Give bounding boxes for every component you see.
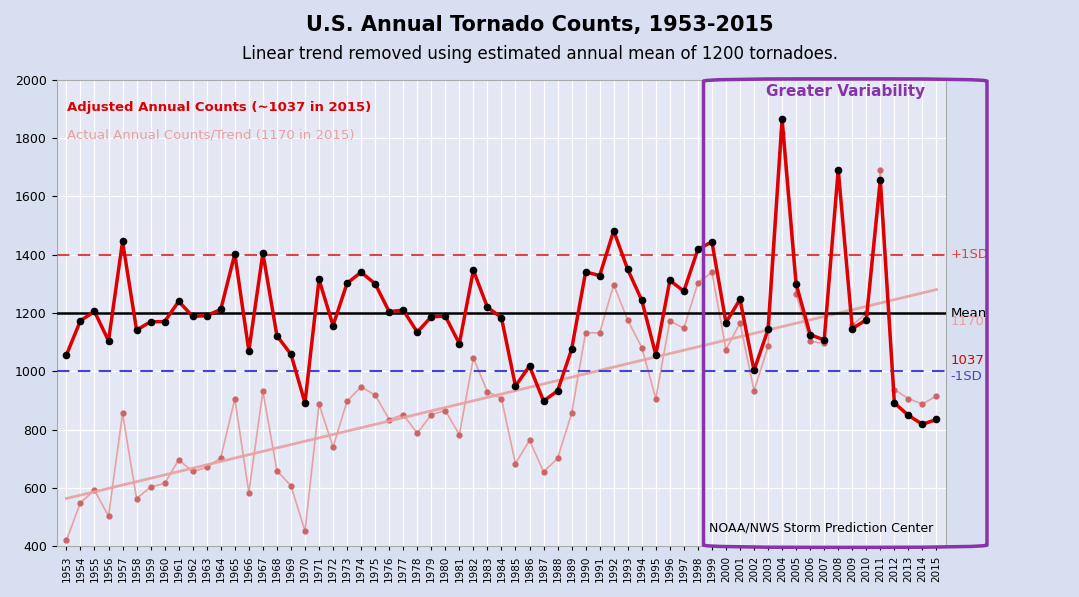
Text: +1SD: +1SD — [951, 248, 988, 261]
Text: NOAA/NWS Storm Prediction Center: NOAA/NWS Storm Prediction Center — [709, 522, 933, 535]
Text: Greater Variability: Greater Variability — [766, 84, 925, 99]
Text: Mean: Mean — [951, 307, 987, 319]
Text: Adjusted Annual Counts (~1037 in 2015): Adjusted Annual Counts (~1037 in 2015) — [67, 101, 371, 113]
Text: Actual Annual Counts/Trend (1170 in 2015): Actual Annual Counts/Trend (1170 in 2015… — [67, 129, 355, 141]
Text: 1037: 1037 — [951, 354, 985, 367]
Text: -1SD: -1SD — [951, 370, 983, 383]
Text: U.S. Annual Tornado Counts, 1953-2015: U.S. Annual Tornado Counts, 1953-2015 — [305, 15, 774, 35]
Text: 1170: 1170 — [951, 315, 985, 328]
Text: Linear trend removed using estimated annual mean of 1200 tornadoes.: Linear trend removed using estimated ann… — [242, 45, 837, 63]
